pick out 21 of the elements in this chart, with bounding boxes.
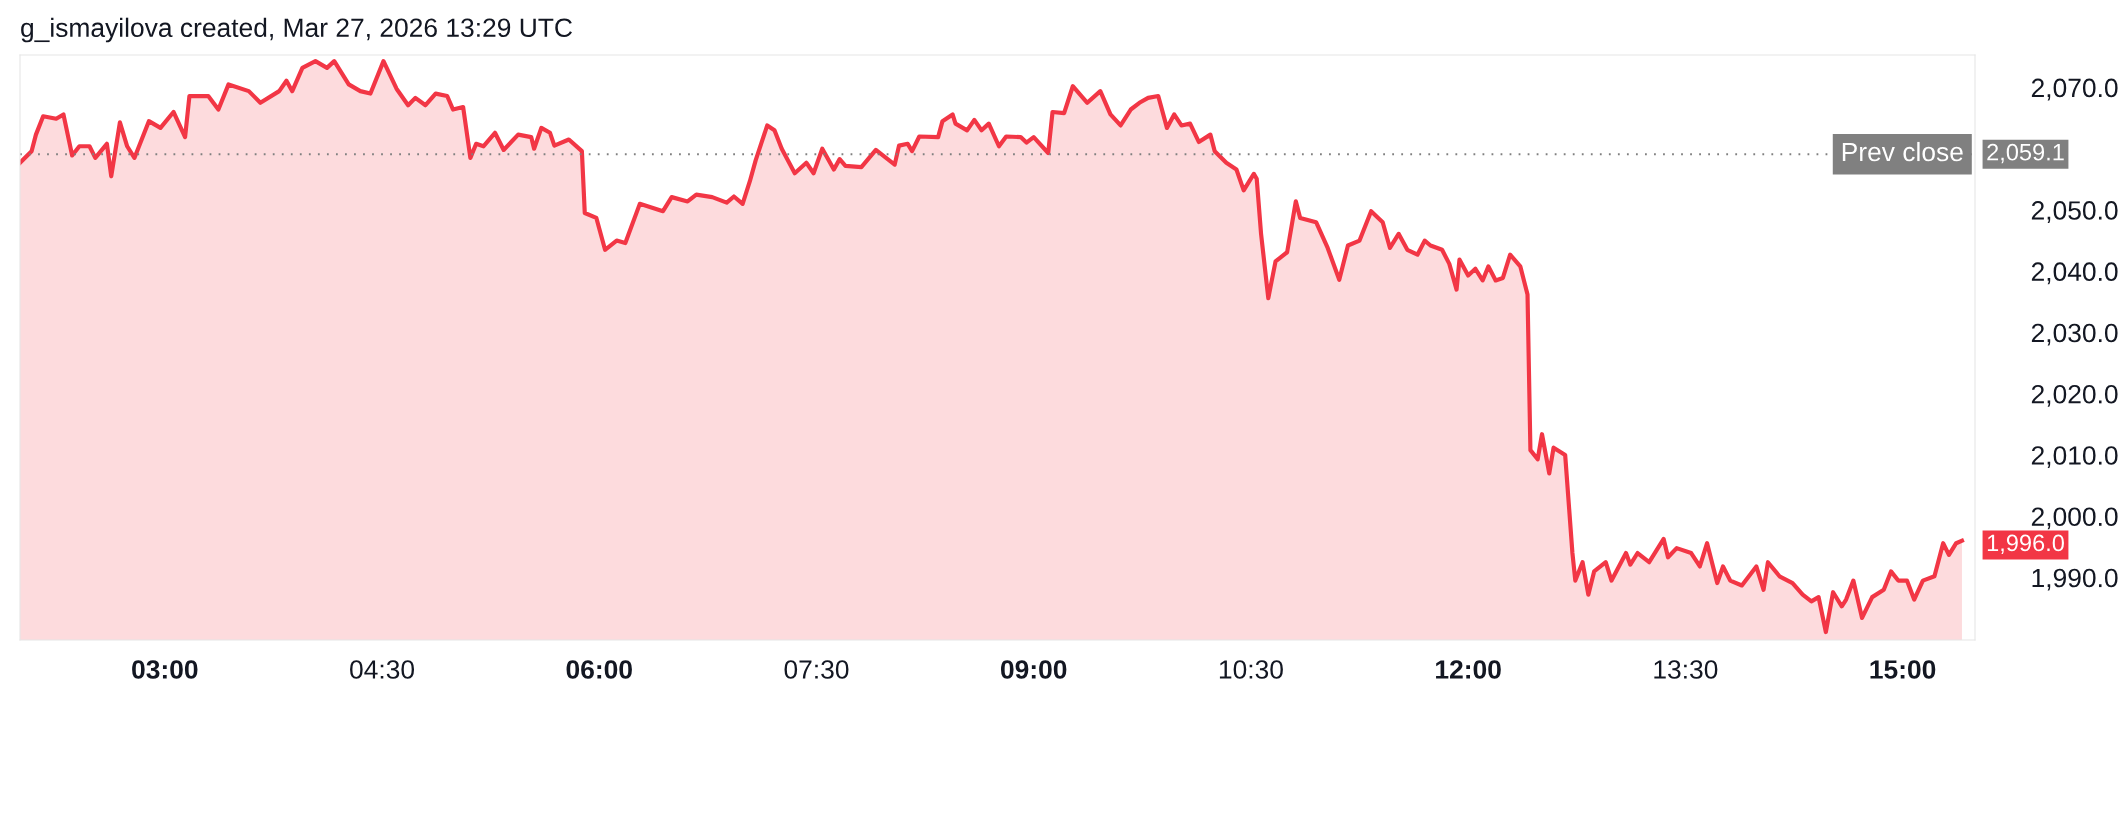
x-tick-label: 10:30 — [1219, 660, 1283, 679]
x-tick-label: 07:30 — [784, 660, 849, 679]
x-tick-label: 09:00 — [1001, 660, 1067, 679]
x-tick-label: 12:00 — [1436, 660, 1501, 679]
y-tick-label: 2,040.0 — [2031, 262, 2118, 285]
y-tick-label: 2,010.0 — [2031, 446, 2118, 468]
text: 1,996.0 — [1987, 534, 2064, 555]
x-tick-label: 15:00 — [1870, 660, 1936, 679]
y-tick-label: 2,020.0 — [2031, 384, 2118, 407]
chart-title: g_ismayilova created, Mar 27, 2026 13:29 UTC — [21, 17, 572, 43]
y-tick-label: 1,990.0 — [2032, 568, 2118, 591]
y-tick-label: 2,000.0 — [2031, 507, 2118, 530]
y-tick-label: 2,070.0 — [2031, 78, 2118, 101]
x-tick-label: 04:30 — [350, 660, 415, 679]
text: 2,059.1 — [1987, 143, 2064, 164]
y-tick-label: 2,050.0 — [2031, 201, 2118, 223]
ref-line-label: Prev close — [1842, 141, 1963, 162]
x-tick-label: 06:00 — [566, 660, 632, 679]
y-tick-label: 2,030.0 — [2031, 323, 2118, 346]
x-tick-label: 03:00 — [132, 660, 198, 679]
x-tick-label: 13:30 — [1654, 660, 1718, 679]
